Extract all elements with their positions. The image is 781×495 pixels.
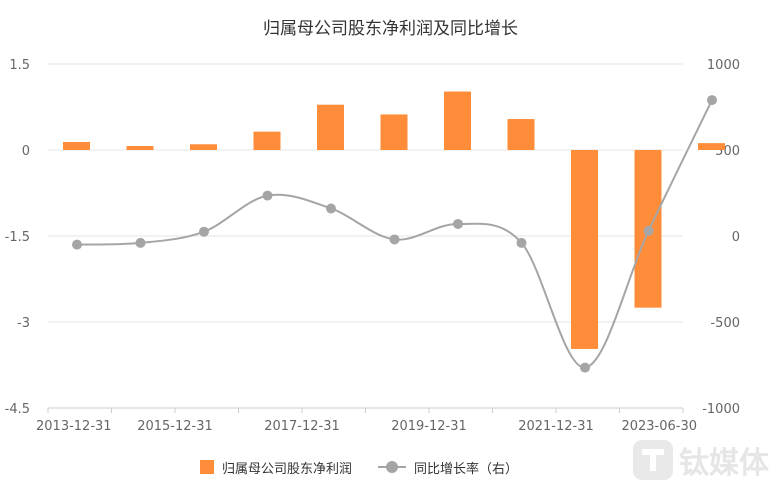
bar (317, 104, 344, 150)
y-left-tick-label: -3 (17, 316, 30, 331)
bar (126, 145, 154, 150)
y-left-tick-label: -1.5 (5, 230, 30, 245)
y-right-tick-label: -1000 (702, 402, 740, 417)
line-point (326, 203, 336, 214)
chart-title: 归属母公司股东净利润及同比增长 (263, 19, 518, 39)
x-tick-label: 2021-12-31 (518, 419, 594, 434)
line-point (72, 239, 82, 250)
bar (63, 141, 90, 150)
bar (571, 150, 598, 349)
x-tick-label: 2017-12-31 (264, 419, 340, 434)
legend: 归属母公司股东净利润 同比增长率（右） (200, 455, 544, 479)
line-point (199, 226, 209, 237)
line-point (389, 234, 400, 245)
x-tick-label: 2015-12-31 (137, 419, 213, 434)
y-right-tick-label: 0 (732, 230, 740, 245)
watermark: 钛媒体 (633, 436, 769, 484)
line-point (580, 362, 590, 373)
line-point (516, 237, 527, 248)
bar (380, 114, 408, 150)
y-left-tick-label: 0 (22, 144, 30, 159)
line-point (453, 218, 463, 229)
bar (190, 144, 217, 150)
y-right-tick-label: -500 (710, 316, 740, 331)
y-right-tick-label: 1000 (707, 58, 740, 73)
legend-item-growth-rate[interactable]: 同比增长率（右） (378, 458, 518, 477)
bar (507, 119, 535, 150)
line-point (135, 237, 146, 248)
y-left-tick-label: 1.5 (9, 58, 30, 73)
bar (253, 131, 281, 150)
watermark-text: 钛媒体 (679, 446, 769, 481)
bar (444, 91, 471, 150)
legend-label-growth-rate: 同比增长率（右） (414, 461, 519, 477)
legend-label-net-profit: 归属母公司股东净利润 (222, 461, 353, 477)
line-point (262, 190, 273, 201)
x-tick-label: 2013-12-31 (36, 419, 112, 434)
legend-line-swatch (378, 460, 407, 474)
bar (698, 143, 725, 150)
legend-item-net-profit[interactable]: 归属母公司股东净利润 (200, 458, 352, 477)
line-point (643, 225, 654, 236)
x-tick-label: 2023-06-30 (621, 419, 697, 434)
x-tick-label: 2019-12-31 (391, 419, 467, 434)
watermark-logo-icon (633, 440, 673, 480)
line-point (707, 95, 717, 106)
legend-bar-swatch (200, 460, 214, 474)
y-left-tick-label: -4.5 (5, 402, 30, 417)
